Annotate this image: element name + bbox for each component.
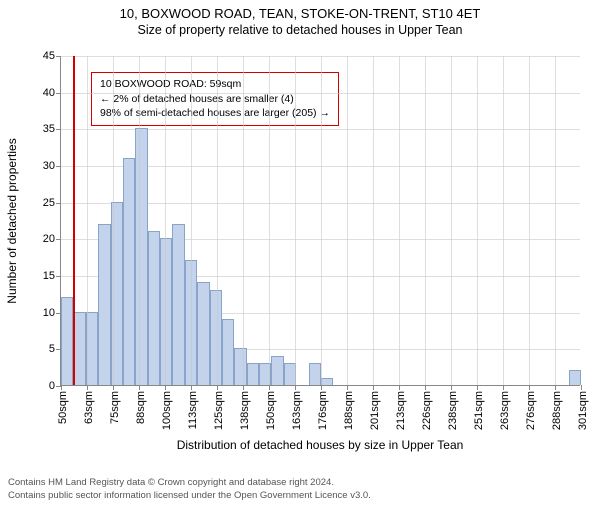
y-tick-label: 15 [43, 270, 61, 282]
gridline-v [269, 56, 270, 385]
y-tick-label: 30 [43, 160, 61, 172]
gridline-v [295, 56, 296, 385]
histogram-bar [321, 378, 333, 385]
gridline-v [243, 56, 244, 385]
x-tick-label: 301sqm [577, 391, 589, 430]
x-tick [295, 385, 296, 390]
gridline-v [503, 56, 504, 385]
x-tick-label: 238sqm [447, 391, 459, 430]
gridline-v [373, 56, 374, 385]
x-tick-label: 188sqm [343, 391, 355, 430]
chart-subtitle: Size of property relative to detached ho… [0, 23, 600, 37]
gridline-v [321, 56, 322, 385]
gridline-v [347, 56, 348, 385]
histogram-bar [309, 363, 321, 385]
y-tick-label: 40 [43, 87, 61, 99]
x-axis-title: Distribution of detached houses by size … [60, 438, 580, 452]
copyright-text: Contains HM Land Registry data © Crown c… [8, 477, 371, 502]
x-tick [373, 385, 374, 390]
y-tick-label: 10 [43, 307, 61, 319]
x-tick [113, 385, 114, 390]
x-tick [61, 385, 62, 390]
histogram-bar [234, 348, 246, 385]
gridline-v [139, 56, 140, 385]
x-tick-label: 213sqm [395, 391, 407, 430]
gridline-v [399, 56, 400, 385]
x-tick [581, 385, 582, 390]
gridline-v [425, 56, 426, 385]
histogram-bar [210, 290, 222, 385]
copyright-line1: Contains HM Land Registry data © Crown c… [8, 477, 334, 488]
histogram-bar [247, 363, 259, 385]
x-tick-label: 201sqm [369, 391, 381, 430]
gridline-v [191, 56, 192, 385]
property-marker-line [73, 56, 75, 385]
x-tick [555, 385, 556, 390]
x-tick-label: 75sqm [109, 391, 121, 424]
x-tick [503, 385, 504, 390]
x-tick-label: 288sqm [551, 391, 563, 430]
x-tick-label: 176sqm [317, 391, 329, 430]
histogram-bar [61, 297, 73, 385]
y-tick-label: 45 [43, 50, 61, 62]
x-tick [243, 385, 244, 390]
gridline-v [165, 56, 166, 385]
gridline-v [555, 56, 556, 385]
y-tick-label: 20 [43, 233, 61, 245]
x-tick-label: 113sqm [187, 391, 199, 429]
histogram-bar [98, 224, 110, 385]
plot-area: 10 BOXWOOD ROAD: 59sqm← 2% of detached h… [60, 56, 580, 386]
histogram-bar [160, 238, 172, 385]
gridline-v [451, 56, 452, 385]
copyright-line2: Contains public sector information licen… [8, 490, 371, 501]
x-tick [399, 385, 400, 390]
chart-title: 10, BOXWOOD ROAD, TEAN, STOKE-ON-TRENT, … [0, 6, 600, 21]
x-tick [529, 385, 530, 390]
x-tick [165, 385, 166, 390]
histogram-bar [569, 370, 581, 385]
x-tick [451, 385, 452, 390]
y-axis-title: Number of detached properties [5, 138, 19, 303]
x-tick-label: 125sqm [213, 391, 225, 430]
x-tick [321, 385, 322, 390]
x-tick-label: 150sqm [265, 391, 277, 430]
histogram-bar [271, 356, 283, 385]
histogram-bar [148, 231, 160, 385]
x-tick-label: 251sqm [473, 391, 485, 430]
x-tick [269, 385, 270, 390]
gridline-v [477, 56, 478, 385]
x-tick [477, 385, 478, 390]
gridline-v [113, 56, 114, 385]
x-tick [425, 385, 426, 390]
y-tick-label: 35 [43, 123, 61, 135]
x-tick-label: 100sqm [161, 391, 173, 430]
histogram-bar [197, 282, 209, 385]
x-tick-label: 163sqm [291, 391, 303, 430]
x-tick [191, 385, 192, 390]
gridline-v [217, 56, 218, 385]
x-tick-label: 88sqm [135, 391, 147, 424]
x-tick-label: 63sqm [83, 391, 95, 424]
histogram-bar [123, 158, 135, 385]
y-tick-label: 5 [49, 343, 61, 355]
x-tick [139, 385, 140, 390]
legend-box: 10 BOXWOOD ROAD: 59sqm← 2% of detached h… [91, 72, 339, 126]
gridline-v [529, 56, 530, 385]
y-tick-label: 25 [43, 197, 61, 209]
gridline-v [87, 56, 88, 385]
x-tick-label: 276sqm [525, 391, 537, 430]
x-tick [347, 385, 348, 390]
histogram-bar [172, 224, 184, 385]
histogram-bar [135, 128, 147, 385]
x-tick-label: 50sqm [57, 391, 69, 424]
x-tick [217, 385, 218, 390]
x-tick-label: 263sqm [499, 391, 511, 430]
chart-container: Number of detached properties 10 BOXWOOD… [0, 46, 600, 446]
histogram-bar [222, 319, 234, 385]
x-tick [87, 385, 88, 390]
x-tick-label: 226sqm [421, 391, 433, 430]
x-tick-label: 138sqm [239, 391, 251, 430]
